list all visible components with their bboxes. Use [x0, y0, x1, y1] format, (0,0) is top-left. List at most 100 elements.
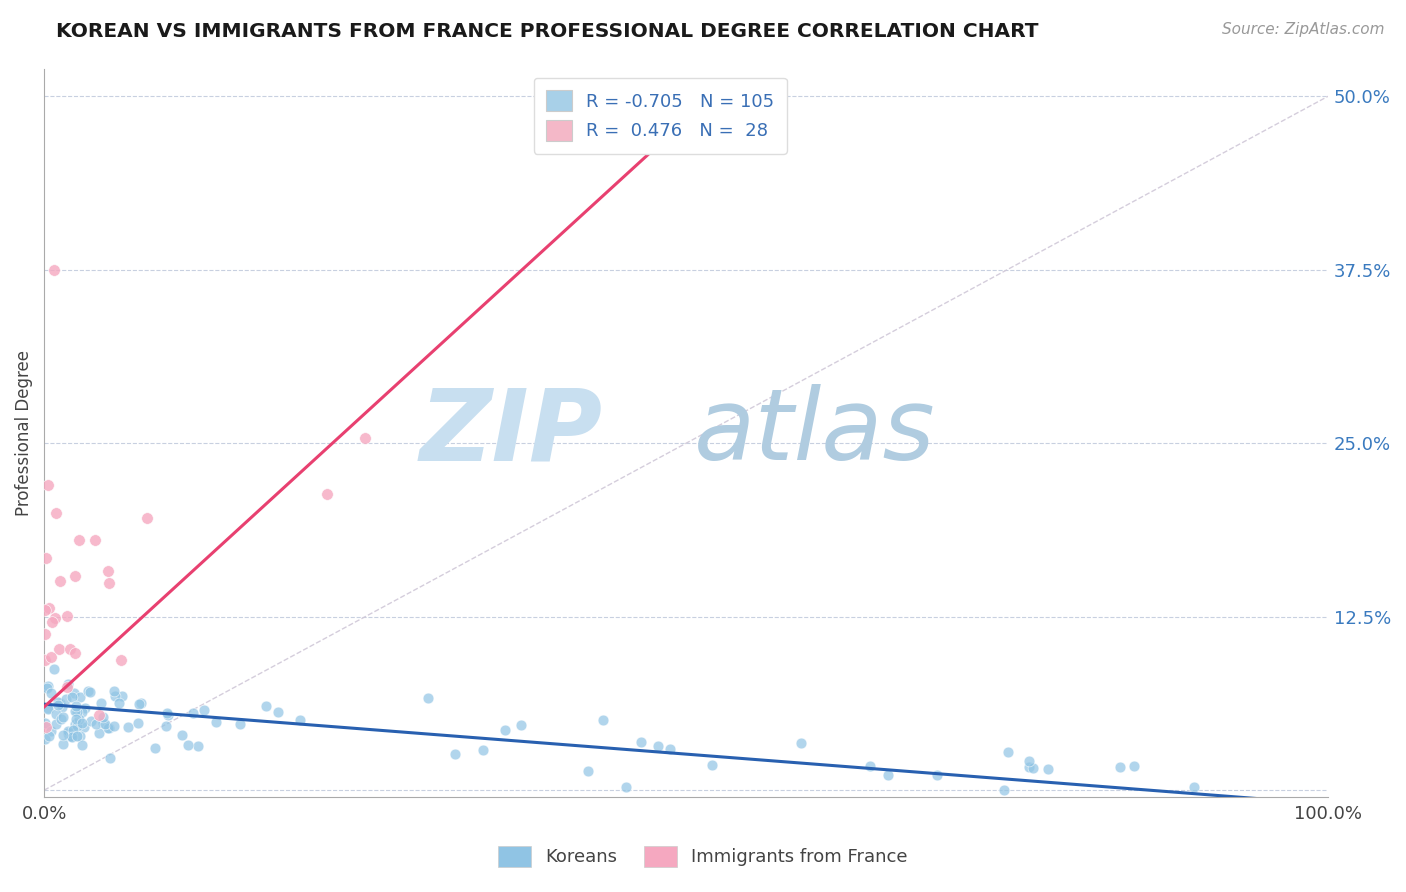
Point	[49, 574, 72, 589]
Point	[45, 706, 67, 721]
Point	[877, 768, 900, 782]
Point	[41, 723, 63, 738]
Point	[65, 699, 87, 714]
Point	[472, 742, 495, 756]
Legend: R = -0.705   N = 105, R =  0.476   N =  28: R = -0.705 N = 105, R = 0.476 N = 28	[534, 78, 787, 153]
Point	[60, 690, 83, 704]
Point	[135, 511, 157, 525]
Point	[288, 713, 311, 727]
Point	[129, 696, 152, 710]
Point	[80, 714, 103, 728]
Point	[56, 608, 79, 623]
Point	[46, 698, 69, 713]
Point	[315, 487, 337, 501]
Point	[993, 783, 1015, 797]
Point	[62, 686, 84, 700]
Point	[354, 431, 377, 445]
Point	[62, 723, 84, 738]
Point	[1109, 760, 1132, 774]
Point	[79, 685, 101, 699]
Point	[37, 700, 59, 714]
Point	[34, 715, 56, 730]
Point	[60, 730, 83, 744]
Point	[63, 704, 86, 718]
Point	[143, 741, 166, 756]
Point	[700, 757, 723, 772]
Text: KOREAN VS IMMIGRANTS FROM FRANCE PROFESSIONAL DEGREE CORRELATION CHART: KOREAN VS IMMIGRANTS FROM FRANCE PROFESS…	[56, 22, 1039, 41]
Point	[104, 689, 127, 703]
Point	[267, 706, 290, 720]
Point	[494, 723, 516, 737]
Point	[205, 714, 228, 729]
Point	[76, 684, 98, 698]
Point	[630, 734, 652, 748]
Point	[103, 719, 125, 733]
Point	[84, 533, 107, 547]
Point	[45, 506, 67, 520]
Text: atlas: atlas	[693, 384, 935, 482]
Point	[73, 701, 96, 715]
Point	[56, 724, 79, 739]
Point	[181, 706, 204, 720]
Point	[1018, 760, 1040, 774]
Point	[510, 718, 533, 732]
Point	[34, 603, 56, 617]
Point	[592, 714, 614, 728]
Point	[177, 738, 200, 752]
Point	[41, 615, 63, 630]
Point	[59, 642, 82, 657]
Point	[67, 712, 90, 726]
Point	[35, 720, 58, 734]
Point	[38, 601, 60, 615]
Point	[98, 750, 121, 764]
Point	[858, 759, 880, 773]
Point	[103, 684, 125, 698]
Point	[416, 691, 439, 706]
Y-axis label: Professional Degree: Professional Degree	[15, 350, 32, 516]
Point	[44, 610, 66, 624]
Point	[34, 627, 56, 641]
Point	[94, 716, 117, 731]
Point	[128, 697, 150, 711]
Point	[34, 653, 56, 667]
Point	[52, 728, 75, 742]
Point	[658, 742, 681, 756]
Point	[34, 550, 56, 565]
Point	[256, 698, 278, 713]
Point	[97, 564, 120, 578]
Point	[63, 568, 86, 582]
Point	[89, 725, 111, 739]
Point	[444, 747, 467, 761]
Point	[1036, 762, 1059, 776]
Point	[1182, 780, 1205, 794]
Point	[55, 691, 77, 706]
Point	[41, 686, 63, 700]
Point	[997, 745, 1019, 759]
Point	[790, 736, 813, 750]
Point	[58, 729, 80, 743]
Point	[127, 716, 149, 731]
Legend: Koreans, Immigrants from France: Koreans, Immigrants from France	[491, 838, 915, 874]
Point	[614, 780, 637, 795]
Point	[1022, 761, 1045, 775]
Point	[63, 646, 86, 660]
Point	[49, 696, 72, 710]
Point	[56, 726, 79, 740]
Point	[97, 721, 120, 735]
Point	[66, 705, 89, 719]
Point	[98, 575, 121, 590]
Point	[70, 716, 93, 731]
Point	[927, 768, 949, 782]
Point	[45, 717, 67, 731]
Text: ZIP: ZIP	[419, 384, 603, 482]
Point	[73, 720, 96, 734]
Point	[37, 478, 59, 492]
Point	[229, 717, 252, 731]
Point	[37, 679, 59, 693]
Point	[55, 680, 77, 694]
Point	[65, 712, 87, 726]
Point	[49, 712, 72, 726]
Point	[67, 533, 90, 548]
Point	[87, 708, 110, 723]
Point	[60, 730, 83, 744]
